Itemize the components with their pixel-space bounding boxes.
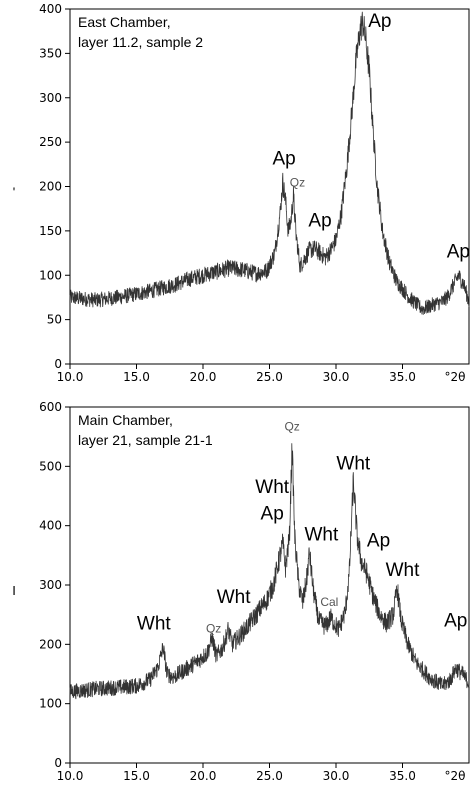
- x-tick-label: 25.0: [256, 370, 283, 384]
- plot-frame: [69, 8, 470, 365]
- y-tick-label: 0: [54, 357, 62, 371]
- y-tick-label: 600: [39, 400, 62, 414]
- peak-label: Ap: [261, 504, 284, 525]
- plot-frame: [69, 406, 470, 764]
- peak-label: Wht: [217, 587, 252, 608]
- diffractogram-series: [69, 443, 470, 700]
- chart-panel-1: 0 50 100 150 200 250 300 350 400 10.0 15.0 20.0 25.0…: [13, 2, 470, 384]
- x-axis-label: °2θ: [445, 769, 466, 783]
- peak-label: Wht: [336, 453, 371, 474]
- y-tick-label: 150: [39, 224, 62, 238]
- peak-label: Qz: [206, 621, 221, 635]
- y-tick-label: 350: [39, 46, 62, 60]
- y-tick-label: 250: [39, 135, 62, 149]
- peak-label: Ap: [368, 11, 391, 32]
- panel-title-line: East Chamber,: [78, 14, 171, 30]
- y-tick-label: 400: [39, 519, 62, 533]
- peak-label: Ap: [308, 210, 331, 231]
- peak-label: Wht: [386, 560, 421, 581]
- x-axis-label: °2θ: [445, 370, 466, 384]
- x-tick-label: 15.0: [123, 370, 150, 384]
- peak-label: Qz: [290, 176, 305, 190]
- peak-label: Cal: [320, 595, 338, 609]
- y-tick-label: 300: [39, 578, 62, 592]
- x-tick-label: 10.0: [57, 769, 84, 783]
- y-axis-label: I: [12, 583, 16, 598]
- y-tick-label: 400: [39, 2, 62, 16]
- y-tick-label: 100: [39, 268, 62, 282]
- panel-title-line: layer 21, sample 21-1: [78, 432, 213, 448]
- peak-label: Ap: [273, 148, 296, 169]
- x-tick-label: 35.0: [389, 769, 416, 783]
- peak-label: Ap: [367, 530, 390, 551]
- x-tick-label: 35.0: [389, 370, 416, 384]
- panel-title-line: Main Chamber,: [78, 412, 173, 428]
- x-tick-label: 30.0: [323, 769, 350, 783]
- peak-label: Qz: [284, 420, 299, 434]
- x-tick-label: 25.0: [256, 769, 283, 783]
- peak-label: Wht: [255, 477, 290, 498]
- x-tick-label: 20.0: [190, 370, 217, 384]
- panel-title-line: layer 11.2, sample 2: [78, 34, 203, 50]
- x-tick-label: 15.0: [123, 769, 150, 783]
- x-tick-label: 20.0: [190, 769, 217, 783]
- peak-label: Wht: [137, 614, 172, 635]
- y-tick-label: 200: [39, 637, 62, 651]
- y-tick-label: 50: [47, 313, 62, 327]
- peak-label: Ap: [444, 611, 467, 632]
- y-tick-label: 500: [39, 459, 62, 473]
- y-axis-label: ': [13, 185, 15, 200]
- chart-panel-2: 0 100 200 300 400 500 600 10.0 15.0 20.0 25.0 30.0 3…: [12, 400, 470, 783]
- y-tick-label: 0: [54, 756, 62, 770]
- diffractogram-series: [69, 11, 470, 315]
- x-tick-label: 10.0: [57, 370, 84, 384]
- y-tick-label: 100: [39, 697, 62, 711]
- x-tick-label: 30.0: [323, 370, 350, 384]
- y-tick-label: 300: [39, 91, 62, 105]
- peak-label: Wht: [304, 525, 339, 546]
- peak-label: Ap: [447, 242, 470, 263]
- y-tick-label: 200: [39, 180, 62, 194]
